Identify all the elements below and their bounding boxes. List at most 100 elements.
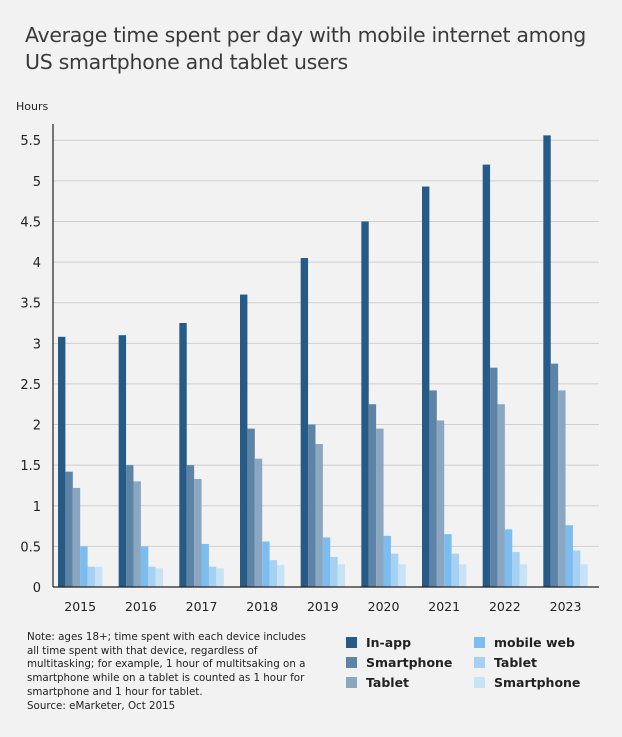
bar-mobile-web-mobile-web bbox=[80, 546, 88, 587]
bar-in-app-in-app bbox=[361, 221, 369, 587]
bar-mobile-web-tablet bbox=[208, 566, 217, 587]
y-tick-label: 2 bbox=[33, 419, 41, 434]
legend-swatch-mobile-web bbox=[474, 636, 485, 648]
bar-in-app-tablet bbox=[133, 481, 141, 587]
legend-swatch-in-app-tablet bbox=[346, 676, 357, 688]
legend-label-mobile-web: mobile web bbox=[494, 634, 575, 650]
bar-mobile-web-mobile-web bbox=[201, 543, 209, 587]
bar-in-app-smartphone bbox=[186, 465, 195, 587]
bar-in-app-smartphone bbox=[490, 367, 498, 587]
bar-in-app-smartphone bbox=[65, 471, 73, 587]
note-line: Note: ages 18+; time spent with each dev… bbox=[27, 631, 307, 643]
legend-swatch-in-app bbox=[346, 636, 357, 648]
y-tick-label: 4.5 bbox=[20, 215, 41, 230]
legend-swatch-in-app-smartphone bbox=[346, 656, 357, 668]
bar-in-app-tablet bbox=[254, 458, 263, 587]
legend-label-mobile-web-smartphone: Smartphone bbox=[494, 674, 581, 690]
legend-item-in-app-smartphone: Smartphone bbox=[346, 652, 452, 672]
bar-mobile-web-tablet bbox=[87, 566, 95, 587]
bar-mobile-web-tablet bbox=[390, 553, 399, 587]
y-tick-label: 3 bbox=[33, 337, 41, 352]
y-tick-label: 0 bbox=[33, 581, 41, 596]
bar-mobile-web-mobile-web bbox=[322, 537, 331, 587]
x-tick-label: 2022 bbox=[489, 599, 521, 614]
bar-chart: 0 0.5 1 1.5 2 2.5 3 3.5 4 4.5 5 5.5 Hours 2015 2016 201… bbox=[16, 100, 599, 614]
bar-mobile-web-smartphone bbox=[459, 564, 467, 587]
x-tick-label: 2020 bbox=[368, 599, 400, 614]
bar-in-app-in-app bbox=[300, 258, 309, 587]
bar-mobile-web-smartphone bbox=[398, 564, 406, 587]
bar-mobile-web-mobile-web bbox=[444, 534, 452, 587]
bar-mobile-web-smartphone bbox=[95, 566, 103, 587]
y-tick-label: 5.5 bbox=[20, 134, 41, 149]
bar-mobile-web-tablet bbox=[451, 553, 459, 587]
bar-mobile-web-tablet bbox=[512, 552, 520, 587]
bar-mobile-web-mobile-web bbox=[383, 535, 391, 587]
x-tick-label: 2017 bbox=[186, 599, 218, 614]
bar-in-app-in-app bbox=[58, 336, 66, 587]
bar-in-app-smartphone bbox=[550, 363, 559, 587]
y-tick-label: 1.5 bbox=[20, 459, 41, 474]
bar-in-app-tablet bbox=[558, 390, 566, 587]
y-tick-label: 0.5 bbox=[20, 540, 41, 555]
x-tick-label: 2018 bbox=[246, 599, 278, 614]
legend-label-in-app-smartphone: Smartphone bbox=[366, 654, 453, 670]
source-line: Source: eMarketer, Oct 2015 bbox=[27, 699, 176, 712]
x-tick-label: 2015 bbox=[64, 599, 96, 614]
bar-mobile-web-smartphone bbox=[216, 568, 224, 587]
bar-mobile-web-mobile-web bbox=[565, 525, 573, 587]
bar-in-app-smartphone bbox=[368, 404, 377, 587]
y-tick-label: 4 bbox=[33, 256, 41, 271]
legend-column-mobile-web: mobile web Tablet Smartphone bbox=[474, 632, 580, 692]
bar-mobile-web-tablet bbox=[572, 550, 581, 587]
bar-in-app-smartphone bbox=[126, 465, 134, 587]
bar-in-app-tablet bbox=[497, 404, 505, 587]
bar-in-app-in-app bbox=[543, 135, 551, 587]
note-line: all time spent with that device, regardl… bbox=[27, 644, 258, 657]
legend-label-in-app: In-app bbox=[366, 634, 412, 650]
y-tick-label: 5 bbox=[33, 175, 41, 190]
bar-mobile-web-smartphone bbox=[580, 564, 588, 587]
chart-title-line-1: Average time spent per day with mobile i… bbox=[25, 23, 586, 47]
y-tick-label: 1 bbox=[33, 500, 41, 515]
x-tick-label: 2016 bbox=[125, 599, 157, 614]
bar-mobile-web-mobile-web bbox=[140, 546, 149, 587]
legend-swatch-mobile-web-tablet bbox=[474, 656, 485, 668]
bar-in-app-in-app bbox=[118, 335, 127, 587]
legend-label-in-app-tablet: Tablet bbox=[366, 674, 410, 690]
bar-mobile-web-mobile-web bbox=[262, 541, 270, 587]
bar-in-app-in-app bbox=[179, 323, 187, 587]
bar-in-app-tablet bbox=[315, 444, 323, 587]
bar-in-app-in-app bbox=[422, 186, 430, 588]
x-tick-label: 2021 bbox=[428, 599, 460, 614]
note-line: multitasking; for example, 1 hour of mul… bbox=[27, 658, 306, 671]
bar-in-app-smartphone bbox=[429, 390, 437, 587]
bar-in-app-smartphone bbox=[247, 428, 255, 587]
bar-mobile-web-smartphone bbox=[337, 564, 346, 587]
bar-in-app-tablet bbox=[194, 478, 202, 587]
source-note: Note: ages 18+; time spent with each dev… bbox=[27, 631, 317, 713]
bar-in-app-tablet bbox=[376, 428, 384, 587]
bar-mobile-web-smartphone bbox=[277, 565, 285, 587]
y-tick-label: 3.5 bbox=[20, 297, 41, 312]
legend-label-mobile-web-tablet: Tablet bbox=[494, 654, 538, 670]
legend-item-mobile-web: mobile web bbox=[474, 632, 580, 652]
bar-in-app-smartphone bbox=[308, 424, 316, 587]
chart-title: Average time spent per day with mobile i… bbox=[25, 22, 605, 76]
chart-title-line-2: US smartphone and tablet users bbox=[25, 50, 348, 74]
note-line: smartphone while on a tablet is counted … bbox=[27, 672, 305, 685]
legend-item-in-app: In-app bbox=[346, 632, 452, 652]
note-line: smartphone and 1 hour for tablet. bbox=[27, 685, 203, 698]
legend-column-in-app: In-app Smartphone Tablet bbox=[346, 632, 452, 692]
y-tick-label: 2.5 bbox=[20, 378, 41, 393]
legend-swatch-mobile-web-smartphone bbox=[474, 676, 485, 688]
x-tick-label: 2023 bbox=[550, 599, 582, 614]
bar-mobile-web-tablet bbox=[148, 566, 156, 587]
y-axis-title: Hours bbox=[16, 100, 48, 113]
legend-item-mobile-web-smartphone: Smartphone bbox=[474, 672, 580, 692]
bar-mobile-web-smartphone bbox=[519, 564, 528, 587]
bar-in-app-in-app bbox=[482, 164, 491, 588]
bar-mobile-web-smartphone bbox=[155, 568, 164, 587]
bar-in-app-tablet bbox=[436, 420, 445, 587]
bar-mobile-web-tablet bbox=[330, 556, 338, 587]
